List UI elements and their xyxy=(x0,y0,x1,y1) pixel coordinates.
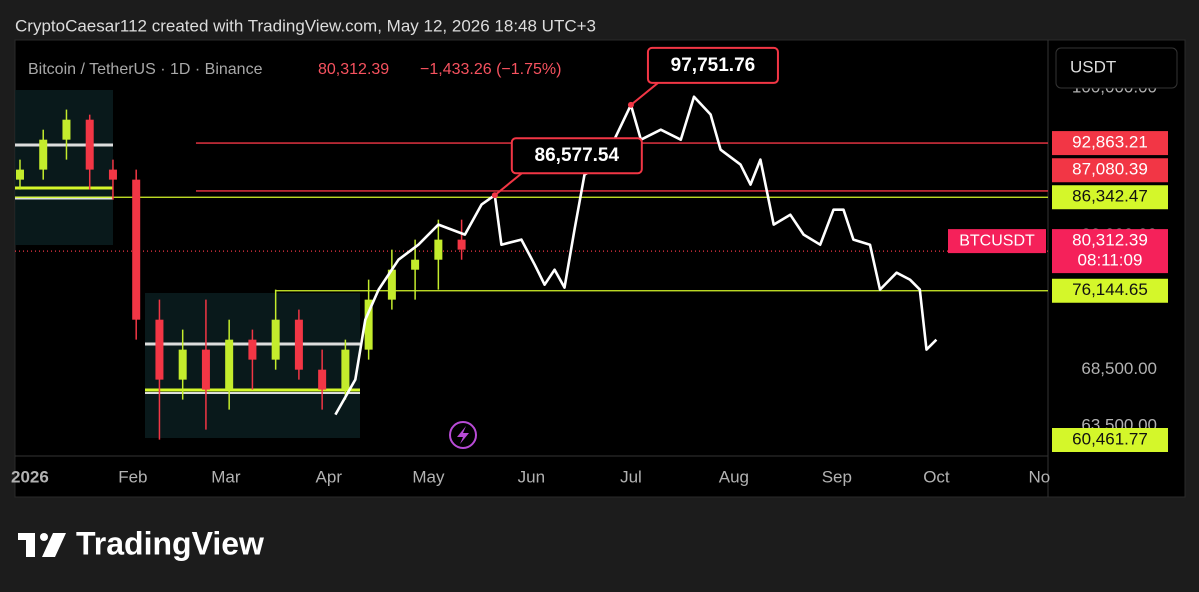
level-tag xyxy=(1052,185,1168,210)
icon-circle xyxy=(449,421,477,449)
logo-part xyxy=(26,533,35,557)
price-tag-label: 80,312.39 xyxy=(1072,231,1148,250)
callout-pointer xyxy=(630,82,659,106)
candle-body xyxy=(271,319,280,360)
price-tag xyxy=(1052,229,1168,274)
x-tick-label: Oct xyxy=(923,467,950,486)
candle-body xyxy=(411,259,420,270)
level-tag-label: 92,863.21 xyxy=(1072,133,1148,152)
candle-body xyxy=(387,269,396,300)
x-tick-label: Mar xyxy=(211,467,241,486)
x-tick-label: Sep xyxy=(822,467,852,486)
y-tick-label: 68,500.00 xyxy=(1081,359,1157,378)
level-tag-label: 86,342.47 xyxy=(1072,187,1148,206)
candle-body xyxy=(39,139,48,170)
x-tick-label: Apr xyxy=(316,467,343,486)
x-tick-label: Feb xyxy=(118,467,147,486)
candle-body xyxy=(201,349,210,390)
credit: CryptoCaesar112 created with TradingView… xyxy=(15,16,596,35)
currency-label: USDT xyxy=(1070,57,1116,76)
level-tag-label: 60,461.77 xyxy=(1072,429,1148,448)
level-tag xyxy=(1052,428,1168,452)
candle-body xyxy=(364,299,373,350)
callout-label: 97,751.76 xyxy=(671,55,756,76)
level-tag xyxy=(1052,131,1168,156)
alert-icon xyxy=(449,421,477,449)
callout-anchor xyxy=(627,101,634,108)
candle-body xyxy=(62,119,71,140)
x-tick-label: No xyxy=(1028,467,1050,486)
level-tag xyxy=(1052,158,1168,183)
candle-body xyxy=(225,339,234,390)
candle-body xyxy=(85,119,94,170)
candle-body xyxy=(15,169,24,180)
x-tick-label: May xyxy=(412,467,445,486)
projection-line xyxy=(334,95,938,416)
callout-anchor xyxy=(491,192,498,199)
brand-name: TradingView xyxy=(76,525,264,561)
last-price: 80,312.39 xyxy=(318,61,389,78)
logo-part xyxy=(40,533,48,541)
candle-body xyxy=(155,319,164,380)
callout-box xyxy=(646,46,779,84)
callout-pointer xyxy=(494,172,523,196)
countdown-label: 08:11:09 xyxy=(1078,251,1143,270)
icon-bolt xyxy=(457,426,469,444)
symbol-tag xyxy=(948,229,1046,254)
x-tick-label: Jun xyxy=(518,467,545,486)
level-tag xyxy=(1052,278,1168,303)
candle-body xyxy=(132,179,141,320)
candle-body xyxy=(248,339,257,360)
symbol-label: BTCUSDT xyxy=(959,232,1035,249)
chart-title: Bitcoin / TetherUS · 1D · Binance xyxy=(28,61,263,78)
currency-button xyxy=(1055,47,1178,89)
price-change: −1,433.26 (−1.75%) xyxy=(420,61,561,78)
logo-part xyxy=(42,533,66,557)
brand-logo xyxy=(18,533,66,557)
x-tick-label: Jul xyxy=(620,467,642,486)
candle-body xyxy=(178,349,187,380)
callout-box xyxy=(510,137,643,175)
x-tick-label: 2026 xyxy=(11,467,49,486)
level-tag-label: 87,080.39 xyxy=(1072,160,1148,179)
callout-label: 86,577.54 xyxy=(535,145,620,166)
range-box xyxy=(15,90,113,245)
candle-body xyxy=(341,349,350,390)
candle-body xyxy=(457,239,466,250)
level-tag-label: 76,144.65 xyxy=(1072,280,1148,299)
candle-body xyxy=(108,169,117,180)
x-tick-label: Aug xyxy=(719,467,749,486)
candle-body xyxy=(294,319,303,370)
candle-body xyxy=(434,239,443,260)
candle-body xyxy=(318,369,327,390)
